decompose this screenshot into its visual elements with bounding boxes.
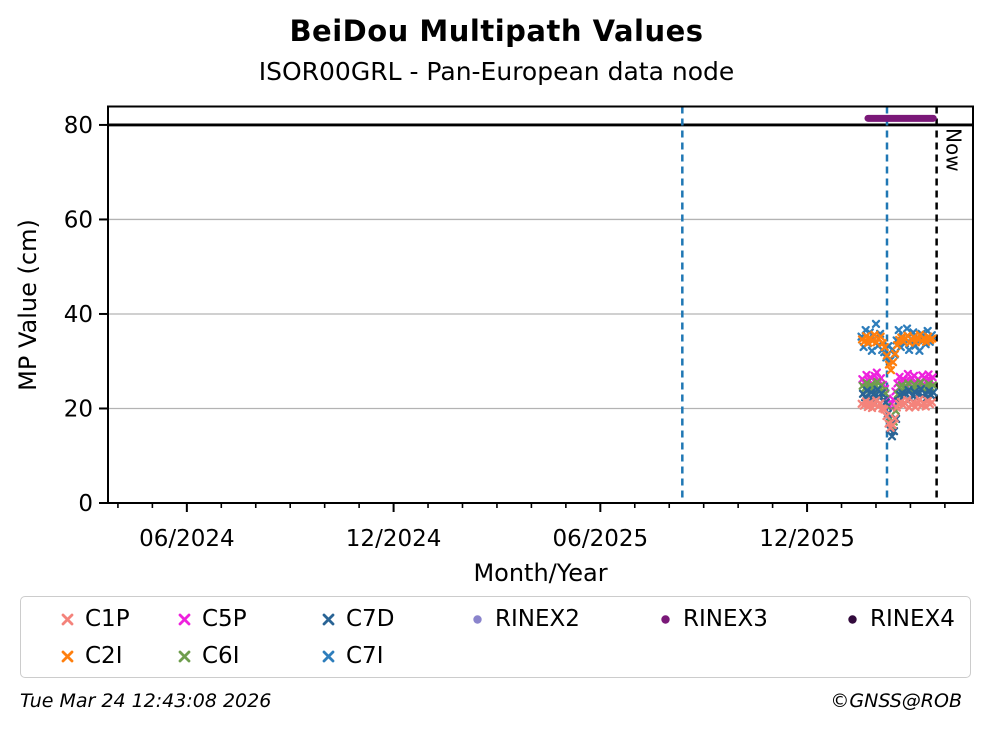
timestamp: Tue Mar 24 12:43:08 2026 xyxy=(20,690,272,712)
legend: C1P C2I C5P C6I C7D C7I RINEX2 RINEX3 RINEX4 xyxy=(20,596,971,678)
plot-frame xyxy=(107,105,974,504)
legend-item-c2i: C2I xyxy=(60,642,122,670)
legend-item-c6i: C6I xyxy=(177,642,239,670)
c7i-marker-icon xyxy=(322,650,335,662)
y-tick-label: 60 xyxy=(64,207,93,233)
c6i-marker-icon xyxy=(178,650,191,662)
x-tick-label: 06/2025 xyxy=(553,526,649,552)
chart-title: BeiDou Multipath Values xyxy=(289,14,704,48)
legend-label: RINEX3 xyxy=(683,606,768,632)
x-tick-label: 12/2024 xyxy=(346,526,442,552)
legend-label: RINEX4 xyxy=(870,606,955,632)
y-tick-label: 0 xyxy=(78,491,93,517)
legend-label: RINEX2 xyxy=(495,606,580,632)
c5p-marker-icon xyxy=(178,613,191,625)
c7d-marker-icon xyxy=(322,613,335,625)
y-axis-label: MP Value (cm) xyxy=(14,219,42,391)
rinex3-marker-icon xyxy=(661,614,670,624)
plot-area: Now 0 20 40 60 80 06/2024 12/2024 06/2025 12/2025… xyxy=(14,105,974,587)
legend-label: C1P xyxy=(85,606,130,632)
now-label: Now xyxy=(942,128,966,172)
x-tick-label: 06/2024 xyxy=(139,526,235,552)
legend-label: C5P xyxy=(202,606,247,632)
legend-label: C7I xyxy=(346,643,384,669)
y-tick-label: 40 xyxy=(64,302,93,328)
legend-label: C7D xyxy=(346,606,395,632)
legend-item-c7d: C7D xyxy=(321,605,394,633)
c1p-marker-icon xyxy=(61,613,74,625)
legend-item-c7i: C7I xyxy=(321,642,383,670)
legend-label: C2I xyxy=(85,643,123,669)
legend-item-rinex4: RINEX4 xyxy=(845,605,955,633)
legend-item-c5p: C5P xyxy=(177,605,247,633)
series-c1p xyxy=(857,395,937,433)
series-c2i xyxy=(857,330,937,375)
legend-item-rinex2: RINEX2 xyxy=(470,605,580,633)
y-tick-label: 80 xyxy=(64,113,93,139)
legend-label: C6I xyxy=(202,643,240,669)
chart-subtitle: ISOR00GRL - Pan-European data node xyxy=(258,57,735,86)
legend-item-rinex3: RINEX3 xyxy=(658,605,768,633)
x-axis-label: Month/Year xyxy=(473,559,607,587)
x-tick-label: 12/2025 xyxy=(759,526,855,552)
rinex4-marker-icon xyxy=(848,614,857,624)
credit: ©GNSS@ROB xyxy=(830,690,962,712)
legend-item-c1p: C1P xyxy=(60,605,130,633)
rinex2-marker-icon xyxy=(473,614,482,624)
c2i-marker-icon xyxy=(61,650,74,662)
y-tick-label: 20 xyxy=(64,396,93,422)
